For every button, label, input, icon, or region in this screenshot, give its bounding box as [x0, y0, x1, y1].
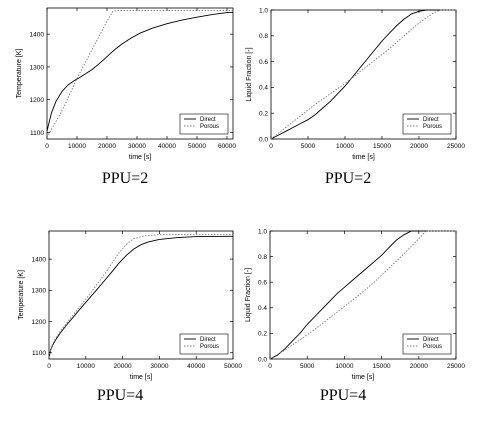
- chart-panel-2: 0 5000 10000 15000 20000 25000 0.0 0.2 0.4 0.6 0.8…: [246, 7, 465, 161]
- chart-panel-4: 0 5000 10000 15000 20000 25000 0.0 0.2 0.4 0.6 0.8…: [245, 228, 465, 381]
- legend-label-direct: Direct: [200, 337, 216, 343]
- x-tick-label: 30000: [150, 363, 168, 370]
- x-tick-label: 20000: [98, 143, 116, 150]
- legend-label-direct: Direct: [423, 117, 439, 123]
- y-tick-label: 0.4: [258, 305, 267, 312]
- panel-caption: PPU=2: [102, 170, 148, 187]
- legend-label-porous: Porous: [423, 344, 442, 350]
- y-axis-label: Liquid Fraction [-]: [245, 268, 252, 322]
- y-axis-label: Liquid Fraction [-]: [246, 47, 253, 101]
- x-tick-label: 10000: [68, 143, 86, 150]
- y-axis-label: Temperature [K]: [18, 270, 25, 320]
- y-tick-label: 0.6: [259, 59, 268, 66]
- plot-frame: [48, 230, 234, 360]
- legend-label-porous: Porous: [200, 344, 219, 350]
- series-line-porous: [48, 234, 233, 358]
- x-tick-label: 0: [47, 363, 51, 370]
- x-tick-label: 50000: [224, 363, 242, 370]
- legend-label-porous: Porous: [423, 124, 442, 130]
- x-tick-label: 5000: [300, 363, 315, 370]
- y-tick-label: 1100: [30, 130, 44, 137]
- x-axis-label: time [s]: [130, 374, 153, 381]
- plot-frame: [270, 9, 457, 140]
- y-tick-label: 1300: [32, 288, 47, 295]
- y-tick-label: 0.2: [259, 111, 268, 118]
- x-tick-label: 30000: [128, 143, 146, 150]
- series-line-direct: [46, 11, 234, 131]
- y-tick-label: 1400: [32, 256, 47, 263]
- y-axis-label: Temperature [K]: [16, 49, 23, 99]
- y-tick-label: 1400: [30, 32, 45, 39]
- x-tick-label: 40000: [158, 143, 176, 150]
- y-tick-label: 0.8: [259, 33, 268, 40]
- x-tick-label: 60000: [218, 143, 236, 150]
- y-tick-label: 1200: [30, 97, 45, 104]
- x-tick-label: 10000: [336, 143, 354, 150]
- y-tick-label: 0.0: [259, 136, 268, 143]
- y-tick-label: 0.4: [259, 85, 268, 92]
- x-tick-label: 20000: [114, 363, 132, 370]
- y-tick-label: 0.0: [258, 356, 267, 363]
- y-tick-label: 1200: [32, 319, 47, 326]
- chart-panel-3: 0 10000 20000 30000 40000 50000 1100 1200 1300 14…: [18, 230, 242, 381]
- legend-label-direct: Direct: [200, 117, 216, 123]
- y-tick-label: 1.0: [258, 228, 267, 235]
- x-tick-label: 10000: [77, 363, 95, 370]
- panel-caption: PPU=4: [320, 387, 366, 404]
- legend-label-porous: Porous: [200, 124, 219, 130]
- y-tick-label: 1100: [32, 350, 46, 357]
- x-tick-label: 5000: [301, 143, 316, 150]
- plot-frame: [46, 7, 234, 140]
- x-axis-label: time [s]: [352, 374, 375, 381]
- plot-frame: [269, 230, 457, 360]
- x-tick-label: 20000: [410, 363, 428, 370]
- series-line-porous: [270, 9, 456, 140]
- x-tick-label: 15000: [373, 143, 391, 150]
- series-line-direct: [269, 230, 456, 360]
- y-tick-label: 1300: [30, 64, 45, 71]
- x-tick-label: 0: [269, 143, 273, 150]
- y-tick-label: 0.6: [258, 280, 267, 287]
- y-tick-label: 1.0: [259, 7, 268, 14]
- y-tick-label: 0.8: [258, 254, 267, 261]
- chart-panel-1: 0 10000 20000 30000 40000 50000 60000 1100 1200 1…: [16, 7, 236, 161]
- panel-caption: PPU=2: [325, 170, 371, 187]
- series-line-direct: [270, 9, 456, 140]
- x-tick-label: 50000: [188, 143, 206, 150]
- x-tick-label: 20000: [410, 143, 428, 150]
- x-tick-label: 15000: [373, 363, 391, 370]
- x-tick-label: 25000: [447, 143, 465, 150]
- y-tick-label: 0.2: [258, 331, 267, 338]
- x-tick-label: 0: [45, 143, 49, 150]
- panel-caption: PPU=4: [97, 387, 143, 404]
- series-line-direct: [48, 235, 234, 358]
- x-tick-label: 10000: [335, 363, 353, 370]
- x-tick-label: 25000: [447, 363, 465, 370]
- x-tick-label: 40000: [187, 363, 205, 370]
- legend-label-direct: Direct: [423, 337, 439, 343]
- x-tick-label: 0: [268, 363, 272, 370]
- x-axis-label: time [s]: [129, 154, 152, 161]
- x-axis-label: time [s]: [352, 154, 375, 161]
